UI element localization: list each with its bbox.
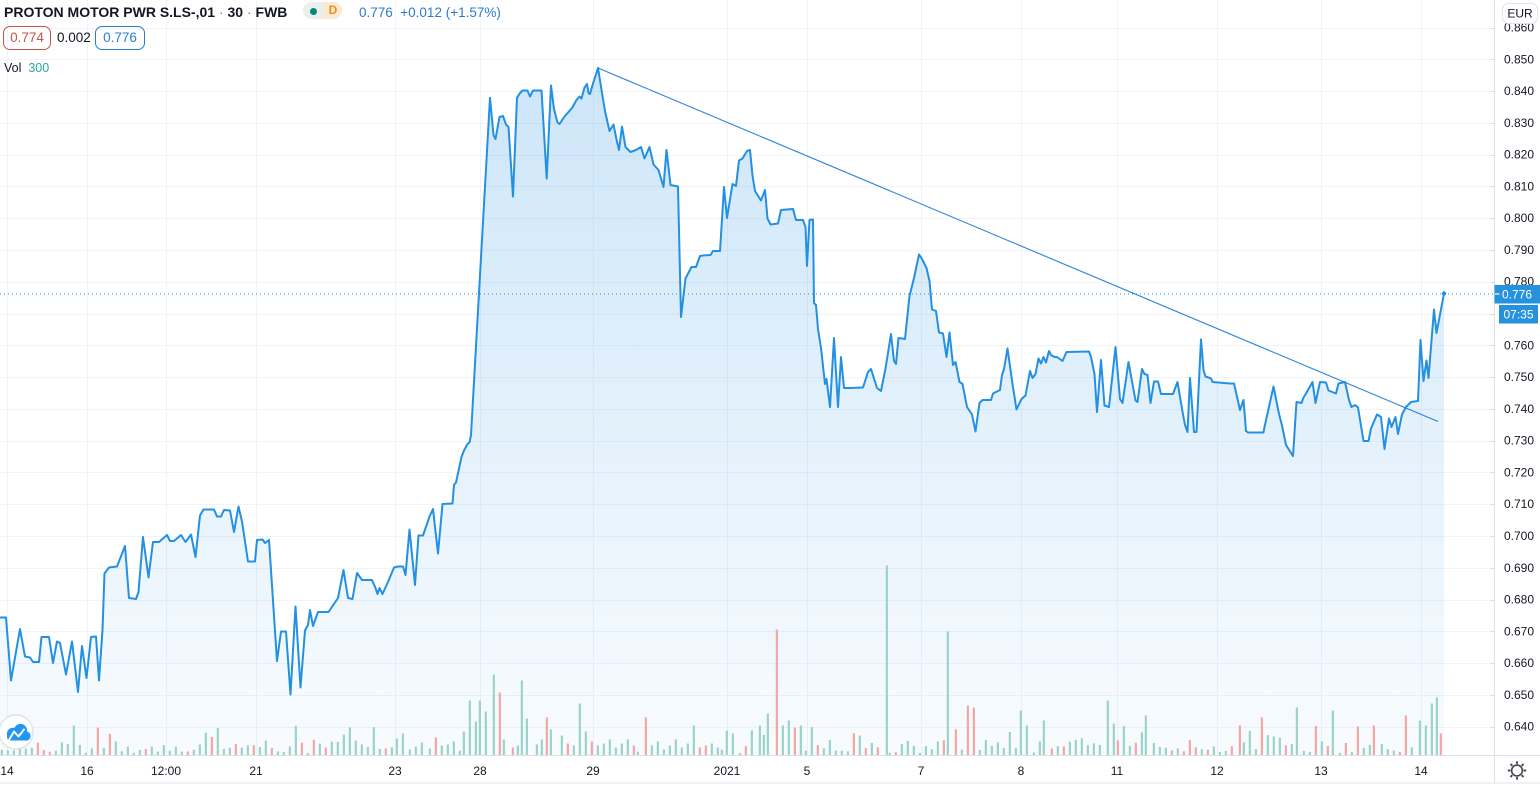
svg-text:0.840: 0.840 [1504,84,1534,98]
svg-text:2021: 2021 [714,764,741,778]
svg-text:29: 29 [586,764,600,778]
svg-text:0.670: 0.670 [1504,624,1534,638]
svg-text:7: 7 [918,764,925,778]
svg-text:0.750: 0.750 [1504,370,1534,384]
svg-text:0.720: 0.720 [1504,465,1534,479]
svg-text:0.690: 0.690 [1504,561,1534,575]
svg-text:0.760: 0.760 [1504,338,1534,352]
svg-text:28: 28 [473,764,487,778]
svg-text:21: 21 [249,764,263,778]
svg-text:0.640: 0.640 [1504,720,1534,734]
svg-text:0.850: 0.850 [1504,52,1534,66]
svg-text:13: 13 [1314,764,1328,778]
svg-text:0.730: 0.730 [1504,434,1534,448]
svg-text:14: 14 [0,764,14,778]
svg-text:0.776: 0.776 [1502,288,1532,302]
svg-text:0.810: 0.810 [1504,179,1534,193]
svg-text:0.790: 0.790 [1504,243,1534,257]
svg-text:0.700: 0.700 [1504,529,1534,543]
svg-text:07:35: 07:35 [1503,308,1533,322]
svg-text:14: 14 [1414,764,1428,778]
svg-text:0.680: 0.680 [1504,593,1534,607]
svg-text:0.830: 0.830 [1504,116,1534,130]
svg-text:11: 11 [1111,764,1124,778]
svg-text:0.800: 0.800 [1504,211,1534,225]
svg-text:0.650: 0.650 [1504,688,1534,702]
svg-text:0.660: 0.660 [1504,656,1534,670]
svg-text:16: 16 [80,764,94,778]
svg-text:12:00: 12:00 [151,764,181,778]
svg-text:0.740: 0.740 [1504,402,1534,416]
svg-text:23: 23 [388,764,402,778]
svg-text:5: 5 [804,764,811,778]
svg-text:0.820: 0.820 [1504,148,1534,162]
svg-text:12: 12 [1210,764,1224,778]
svg-text:0.710: 0.710 [1504,497,1534,511]
svg-text:8: 8 [1018,764,1025,778]
svg-text:EUR: EUR [1507,7,1533,21]
